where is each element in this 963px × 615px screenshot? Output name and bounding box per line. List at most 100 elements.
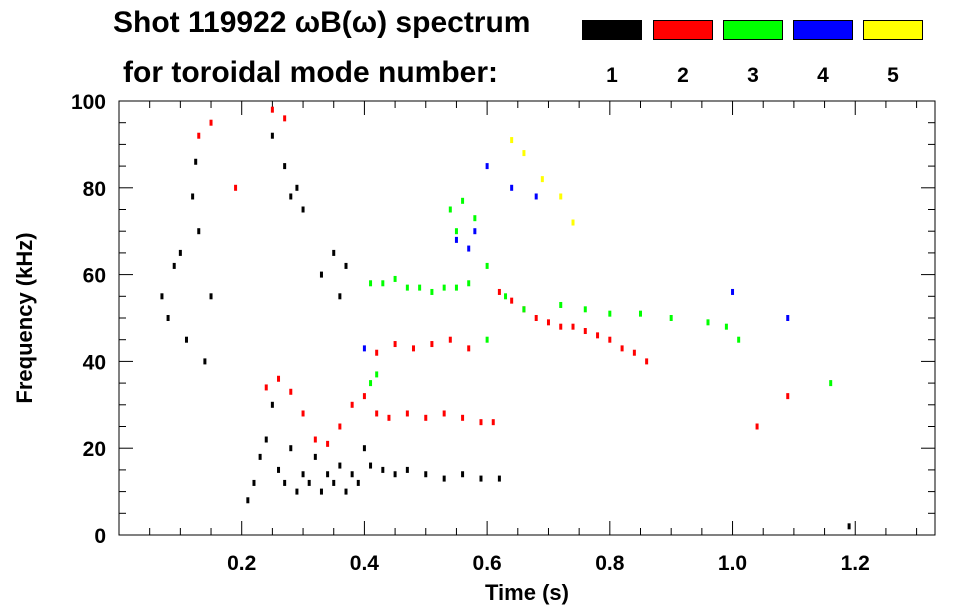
legend-label-mode-5: 5 — [887, 64, 899, 87]
data-point — [191, 193, 195, 200]
data-point — [424, 414, 428, 421]
data-point — [540, 176, 544, 183]
legend-swatch-mode-3 — [723, 20, 783, 40]
data-point — [246, 497, 250, 504]
data-point — [497, 475, 501, 482]
data-point — [559, 193, 563, 200]
data-point — [534, 315, 538, 321]
data-point — [510, 297, 514, 304]
data-point — [405, 466, 409, 473]
data-point — [669, 315, 673, 321]
data-point — [375, 410, 379, 417]
data-point — [166, 315, 170, 321]
data-point — [522, 306, 526, 313]
data-point — [504, 293, 508, 300]
y-tick-label: 100 — [71, 91, 106, 114]
data-point — [277, 466, 281, 473]
data-point — [270, 106, 274, 113]
data-point — [467, 280, 471, 287]
data-point — [454, 236, 458, 243]
data-point — [461, 414, 465, 421]
legend-swatch-mode-2 — [653, 20, 713, 40]
data-point — [283, 115, 287, 122]
data-point — [411, 345, 415, 352]
data-point — [375, 371, 379, 378]
data-point — [203, 358, 207, 365]
x-tick-label: 1.0 — [718, 552, 747, 575]
data-point — [369, 380, 373, 387]
data-point — [289, 193, 293, 200]
x-tick-labels: 0.2 0.4 0.6 0.8 1.0 1.2 — [227, 552, 870, 575]
data-point — [786, 393, 790, 400]
data-point — [356, 479, 360, 486]
data-point — [307, 479, 311, 486]
data-point — [608, 336, 612, 343]
y-tick-label: 0 — [94, 525, 106, 548]
data-point — [442, 284, 446, 291]
data-point — [184, 336, 188, 343]
y-tick-label: 60 — [83, 265, 106, 288]
data-point — [418, 284, 422, 291]
data-point — [571, 219, 575, 226]
data-point — [301, 206, 305, 213]
data-point — [393, 341, 397, 348]
legend-swatch-mode-1 — [582, 20, 642, 40]
data-point — [442, 410, 446, 417]
legend-swatch-mode-5 — [863, 20, 923, 40]
data-point — [160, 293, 164, 300]
x-tick-label: 0.2 — [227, 552, 256, 575]
data-point — [510, 137, 514, 144]
data-point — [546, 319, 550, 326]
data-point — [608, 310, 612, 317]
series-mode-5 — [510, 137, 575, 226]
data-point — [332, 479, 336, 486]
data-point — [332, 249, 336, 256]
data-point — [295, 184, 299, 191]
data-point — [596, 332, 600, 339]
data-point — [731, 288, 735, 295]
data-point — [632, 349, 636, 356]
data-point — [737, 336, 741, 343]
data-point — [295, 488, 299, 495]
data-point — [350, 401, 354, 408]
data-point — [301, 410, 305, 417]
data-point — [362, 393, 366, 400]
series-layer — [160, 106, 851, 530]
data-point — [559, 323, 563, 330]
data-point — [393, 275, 397, 282]
data-point — [467, 245, 471, 252]
major-ticks — [119, 101, 935, 535]
data-point — [264, 436, 268, 443]
data-point — [362, 445, 366, 452]
data-point — [197, 228, 201, 235]
data-point — [387, 414, 391, 421]
data-point — [485, 336, 489, 343]
data-point — [485, 163, 489, 170]
minor-ticks — [119, 101, 935, 535]
data-point — [559, 301, 563, 308]
data-point — [234, 184, 238, 191]
x-tick-label: 1.2 — [841, 552, 870, 575]
data-point — [479, 475, 483, 482]
x-tick-label: 0.6 — [473, 552, 502, 575]
data-point — [405, 410, 409, 417]
data-point — [381, 280, 385, 287]
data-point — [424, 471, 428, 478]
data-point — [194, 158, 198, 165]
data-point — [461, 471, 465, 478]
chart-subtitle: for toroidal mode number: — [123, 56, 498, 89]
data-point — [571, 323, 575, 330]
x-axis-label: Time (s) — [485, 580, 569, 605]
plot-frame — [118, 100, 936, 536]
data-point — [479, 419, 483, 426]
data-point — [313, 453, 317, 460]
data-point — [338, 293, 342, 300]
legend-label-mode-4: 4 — [817, 64, 829, 87]
data-point — [442, 475, 446, 482]
data-point — [178, 249, 182, 256]
data-point — [344, 488, 348, 495]
series-mode-1 — [160, 132, 851, 530]
data-point — [786, 315, 790, 321]
data-point — [258, 453, 262, 460]
